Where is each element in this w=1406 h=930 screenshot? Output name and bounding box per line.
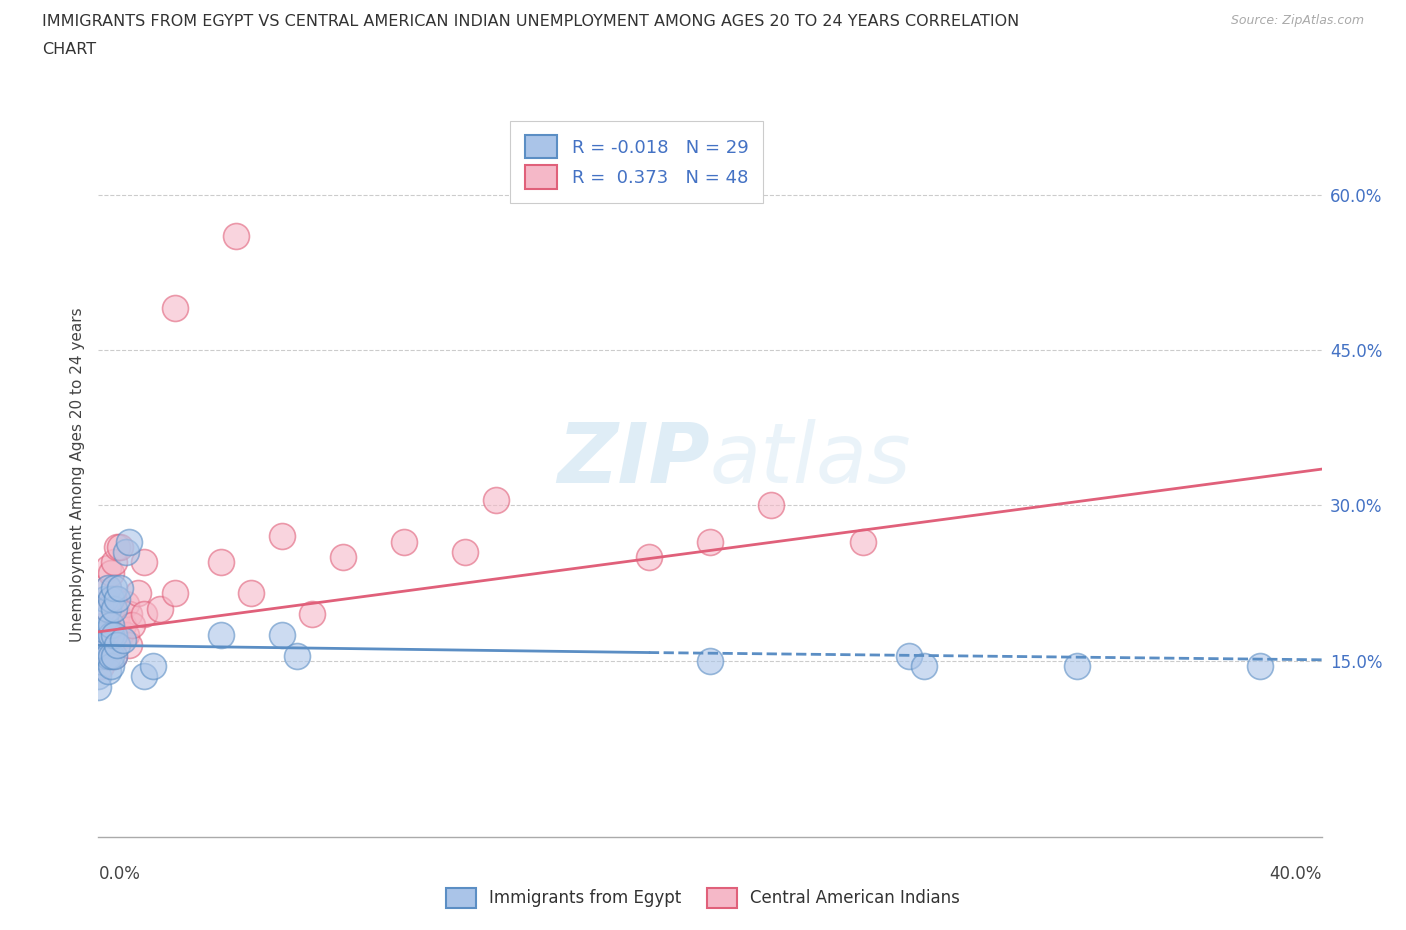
Point — [149, 602, 172, 617]
Point — [100, 565, 122, 580]
Point — [103, 648, 125, 663]
Point — [97, 664, 120, 679]
Point — [485, 493, 508, 508]
Point — [97, 602, 120, 617]
Point — [97, 628, 120, 643]
Point — [97, 581, 120, 596]
Point — [97, 648, 120, 663]
Point — [108, 628, 131, 643]
Point — [100, 628, 122, 643]
Point — [87, 679, 110, 694]
Point — [392, 534, 416, 549]
Point — [121, 618, 143, 632]
Point — [142, 658, 165, 673]
Point — [1249, 658, 1271, 673]
Y-axis label: Unemployment Among Ages 20 to 24 years: Unemployment Among Ages 20 to 24 years — [69, 307, 84, 642]
Point — [90, 638, 112, 653]
Text: ZIP: ZIP — [557, 419, 710, 500]
Point — [699, 534, 721, 549]
Point — [118, 638, 141, 653]
Point — [90, 628, 112, 643]
Point — [111, 632, 134, 647]
Point — [100, 638, 122, 653]
Text: atlas: atlas — [710, 419, 911, 500]
Point — [134, 606, 156, 621]
Point — [103, 581, 125, 596]
Point — [105, 618, 128, 632]
Point — [100, 591, 122, 606]
Point — [240, 586, 263, 601]
Point — [93, 638, 115, 653]
Point — [163, 301, 186, 316]
Point — [912, 658, 935, 673]
Point — [225, 229, 247, 244]
Point — [103, 648, 125, 663]
Point — [108, 581, 131, 596]
Point — [115, 596, 138, 611]
Point — [100, 618, 122, 632]
Point — [93, 648, 115, 663]
Text: Source: ZipAtlas.com: Source: ZipAtlas.com — [1230, 14, 1364, 27]
Point — [134, 669, 156, 684]
Point — [90, 648, 112, 663]
Point — [163, 586, 186, 601]
Point — [105, 638, 128, 653]
Point — [93, 591, 115, 606]
Point — [134, 555, 156, 570]
Text: CHART: CHART — [42, 42, 96, 57]
Point — [105, 591, 128, 606]
Point — [270, 628, 292, 643]
Point — [209, 628, 232, 643]
Point — [103, 622, 125, 637]
Point — [97, 602, 120, 617]
Point — [103, 628, 125, 643]
Point — [103, 602, 125, 617]
Point — [93, 612, 115, 627]
Point — [118, 534, 141, 549]
Point — [852, 534, 875, 549]
Point — [301, 606, 323, 621]
Point — [90, 658, 112, 673]
Point — [118, 606, 141, 621]
Point — [105, 539, 128, 554]
Point — [699, 654, 721, 669]
Point — [270, 529, 292, 544]
Point — [897, 648, 920, 663]
Point — [111, 618, 134, 632]
Point — [454, 545, 477, 560]
Point — [115, 545, 138, 560]
Point — [115, 628, 138, 643]
Point — [87, 669, 110, 684]
Point — [105, 628, 128, 643]
Point — [93, 618, 115, 632]
Text: IMMIGRANTS FROM EGYPT VS CENTRAL AMERICAN INDIAN UNEMPLOYMENT AMONG AGES 20 TO 2: IMMIGRANTS FROM EGYPT VS CENTRAL AMERICA… — [42, 14, 1019, 29]
Point — [97, 581, 120, 596]
Point — [1066, 658, 1088, 673]
Point — [97, 560, 120, 575]
Point — [103, 591, 125, 606]
Point — [97, 648, 120, 663]
Point — [209, 555, 232, 570]
Point — [100, 658, 122, 673]
Point — [108, 539, 131, 554]
Legend: Immigrants from Egypt, Central American Indians: Immigrants from Egypt, Central American … — [440, 882, 966, 914]
Point — [285, 648, 308, 663]
Text: 40.0%: 40.0% — [1270, 865, 1322, 883]
Point — [103, 555, 125, 570]
Text: 0.0%: 0.0% — [98, 865, 141, 883]
Point — [637, 550, 661, 565]
Point — [93, 622, 115, 637]
Point — [90, 628, 112, 643]
Point — [100, 648, 122, 663]
Point — [105, 606, 128, 621]
Point — [332, 550, 354, 565]
Point — [100, 591, 122, 606]
Legend: R = -0.018   N = 29, R =  0.373   N = 48: R = -0.018 N = 29, R = 0.373 N = 48 — [510, 121, 763, 203]
Point — [759, 498, 782, 512]
Point — [127, 586, 149, 601]
